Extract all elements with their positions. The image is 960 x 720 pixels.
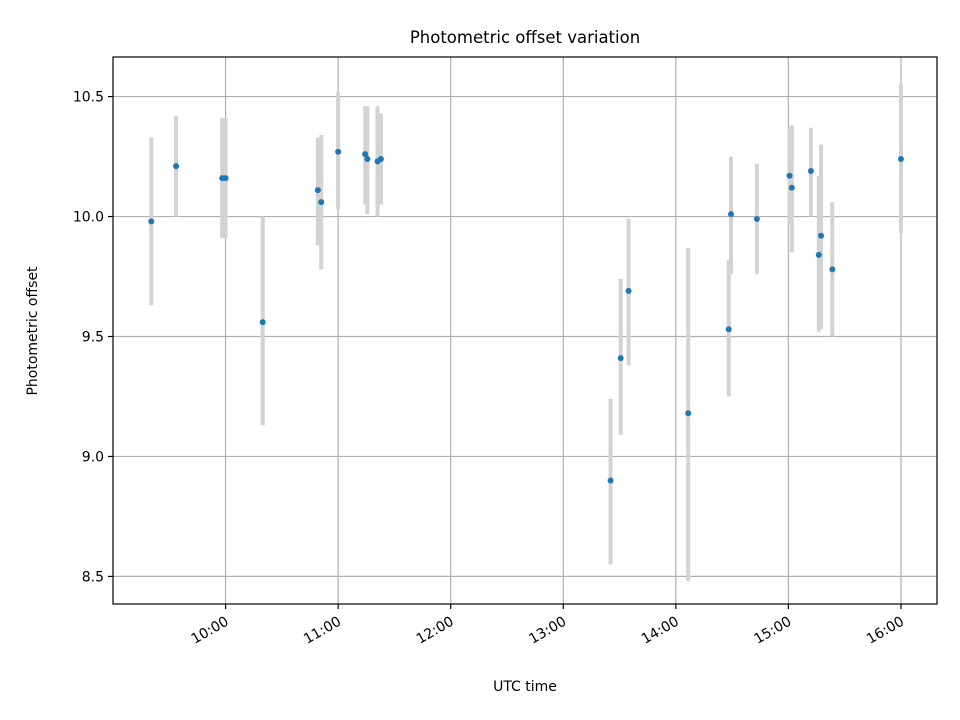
data-point <box>815 251 822 258</box>
data-point <box>318 199 325 206</box>
y-tick-label: 10.5 <box>73 90 104 106</box>
data-point <box>685 410 692 417</box>
data-point <box>335 148 342 155</box>
chart-title: Photometric offset variation <box>410 28 640 47</box>
data-points <box>148 148 904 484</box>
y-tick-label: 9.5 <box>82 329 104 345</box>
data-point <box>753 215 760 222</box>
x-axis-label: UTC time <box>493 679 557 695</box>
data-point <box>314 187 321 194</box>
data-point <box>617 355 624 362</box>
data-point <box>897 155 904 162</box>
data-point <box>807 167 814 174</box>
y-tick-label: 10.0 <box>73 210 104 226</box>
y-tick-label: 9.0 <box>82 449 104 465</box>
y-tick-label: 8.5 <box>82 569 104 585</box>
data-point <box>625 287 632 294</box>
data-point <box>818 232 825 239</box>
data-point <box>222 175 229 182</box>
plot-frame <box>112 56 938 605</box>
data-point <box>362 151 369 158</box>
data-point <box>148 218 155 225</box>
y-axis-label: Photometric offset <box>25 266 41 396</box>
data-point <box>788 184 795 191</box>
data-point <box>173 163 180 170</box>
data-point <box>728 211 734 218</box>
data-point <box>607 477 614 484</box>
data-point <box>259 319 266 326</box>
data-point <box>786 172 793 179</box>
data-point <box>829 266 836 273</box>
data-point <box>364 155 371 162</box>
data-point <box>377 155 384 162</box>
data-point <box>725 326 732 333</box>
